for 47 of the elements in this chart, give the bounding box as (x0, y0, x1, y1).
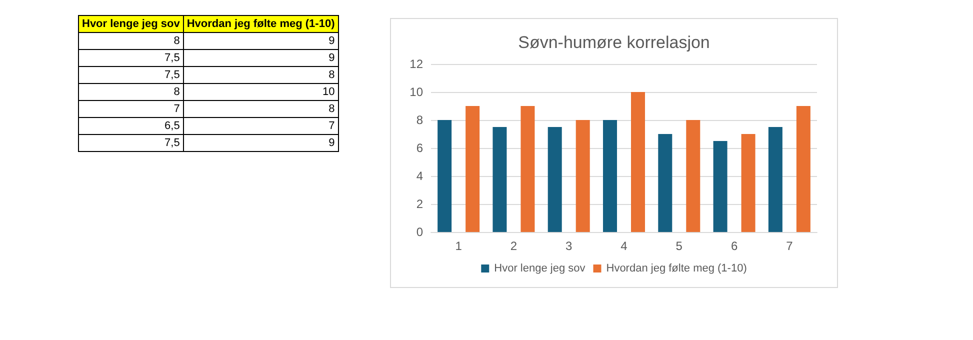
text: 9 (183, 32, 338, 50)
bar (438, 120, 452, 232)
x-tick-label: 5 (676, 239, 683, 253)
bar (658, 134, 672, 232)
bar (466, 106, 480, 232)
x-tick-label: 4 (620, 239, 628, 253)
bar (603, 120, 617, 232)
text: 6,5 (78, 118, 184, 134)
text: 9 (183, 134, 338, 152)
bar (796, 106, 810, 232)
bar (520, 106, 535, 232)
text: 10 (183, 84, 338, 100)
y-tick-label: 8 (416, 113, 424, 127)
y-tick-label: 4 (416, 169, 424, 183)
y-tick-label: 6 (416, 141, 424, 155)
text: 9 (183, 50, 338, 66)
bar (713, 141, 728, 232)
text: 7,5 (78, 134, 184, 152)
x-tick-label: 3 (566, 239, 573, 253)
bar (741, 134, 756, 232)
y-tick-label: 12 (410, 57, 424, 71)
text: 8 (183, 66, 338, 84)
text: 7,5 (78, 66, 184, 84)
y-tick-label: 10 (410, 85, 424, 99)
chart-title: Søvn-humøre korrelasjon (518, 33, 710, 52)
x-tick-label: 2 (510, 239, 518, 253)
text: 7 (183, 118, 338, 134)
text: 8 (78, 32, 184, 50)
x-tick-label: 7 (786, 239, 794, 253)
legend-label: Hvordan jeg følte meg (1-10) (606, 262, 747, 274)
y-tick-label: 2 (416, 197, 424, 211)
bar (686, 120, 700, 232)
x-tick-label: 1 (455, 239, 462, 253)
text: Hvordan jeg følte meg (1-10) (183, 16, 338, 32)
bar (492, 127, 507, 232)
text: 8 (78, 84, 184, 100)
x-tick-label: 6 (730, 239, 738, 253)
text: 8 (183, 100, 338, 118)
legend-label: Hvor lenge jeg sov (494, 262, 586, 274)
text: 7 (78, 100, 184, 118)
bar (548, 127, 562, 232)
bar (576, 120, 590, 232)
text: 7,5 (78, 50, 184, 66)
y-tick-label: 0 (416, 225, 424, 239)
text: Hvor lenge jeg sov (78, 16, 184, 32)
bar (631, 92, 645, 232)
bar (768, 127, 782, 232)
